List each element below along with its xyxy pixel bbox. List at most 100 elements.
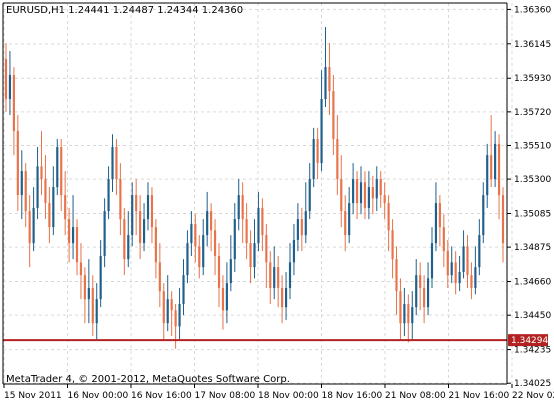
candle-body: [182, 275, 185, 304]
candle: [127, 211, 130, 268]
candle: [300, 207, 303, 252]
candle: [442, 214, 445, 268]
candle-body: [450, 262, 453, 276]
candle: [131, 182, 134, 247]
candle-body: [328, 67, 331, 92]
candle-body: [28, 211, 31, 244]
candle-body: [245, 219, 248, 244]
candle-body: [198, 246, 201, 268]
candle-body: [186, 243, 189, 276]
candle-body: [312, 139, 315, 180]
candle: [367, 171, 370, 220]
candle-body: [340, 179, 343, 212]
candle-body: [344, 211, 347, 236]
candle-body: [399, 291, 402, 324]
candle: [288, 243, 292, 300]
candle-body: [387, 203, 390, 231]
candle: [198, 235, 201, 279]
candle: [4, 43, 8, 112]
candle-body: [139, 211, 142, 244]
y-tick-label: 1.35720: [514, 108, 551, 118]
candle: [395, 246, 398, 316]
candle-body: [486, 155, 489, 196]
candle: [501, 187, 505, 263]
candle: [95, 283, 98, 340]
candle: [111, 134, 114, 192]
level-price-tag: [508, 334, 548, 347]
candle: [320, 70, 323, 172]
candle: [56, 139, 59, 196]
candle-body: [383, 195, 386, 204]
candle: [438, 195, 441, 247]
candle-body: [273, 267, 276, 288]
candle: [36, 147, 39, 220]
candle: [48, 187, 51, 244]
level-price-label: 1.34294: [511, 336, 548, 346]
candle: [462, 230, 465, 279]
candle: [52, 166, 55, 236]
candle: [178, 287, 181, 340]
candle-body: [320, 99, 323, 164]
candle-body: [367, 187, 370, 208]
candle: [142, 203, 146, 252]
candle-body: [127, 235, 130, 260]
candle-body: [419, 275, 422, 288]
candle-body: [426, 278, 430, 308]
candle: [170, 291, 173, 336]
candle-body: [40, 166, 43, 180]
candle: [107, 166, 110, 220]
candle-body: [352, 179, 355, 204]
candle: [28, 195, 31, 268]
candle: [194, 214, 197, 263]
candle: [292, 223, 296, 276]
candle: [202, 219, 205, 276]
candle-body: [12, 75, 15, 132]
candle-body: [482, 195, 485, 236]
candle-body: [261, 207, 264, 236]
candle-body: [296, 219, 299, 240]
copyright-label: MetaTrader 4, © 2001-2012, MetaQuotes So…: [6, 374, 290, 385]
candle-body: [115, 147, 118, 180]
candle-body: [158, 262, 161, 292]
x-tick-label: 22 Nov 02:00: [512, 391, 554, 401]
candle-body: [288, 262, 292, 288]
candle: [446, 239, 449, 288]
candle-body: [454, 262, 457, 284]
candle-body: [123, 219, 126, 260]
candle: [497, 134, 501, 220]
candle: [71, 195, 75, 260]
candle: [328, 43, 331, 116]
candle: [458, 255, 461, 292]
horizontal-level[interactable]: 1.34294: [3, 334, 548, 347]
candle-body: [494, 143, 497, 180]
candle: [75, 219, 79, 276]
candle: [217, 243, 221, 308]
candle: [355, 171, 359, 220]
candle-body: [111, 147, 114, 180]
candle-body: [411, 307, 414, 324]
candle: [186, 230, 189, 284]
candle-body: [68, 219, 71, 244]
candle-body: [32, 207, 35, 244]
candle: [210, 203, 213, 252]
candle-body: [48, 203, 51, 228]
candle-body: [359, 182, 363, 204]
y-tick-label: 1.36360: [514, 5, 551, 15]
candle: [284, 271, 288, 320]
candle-body: [194, 223, 197, 247]
candle: [87, 259, 90, 324]
candle: [277, 255, 280, 308]
candle-body: [71, 227, 75, 244]
candle: [249, 230, 252, 284]
candle: [316, 127, 319, 180]
candle: [245, 203, 248, 260]
candle: [363, 171, 367, 220]
candle-body: [166, 299, 169, 324]
x-tick-label: 18 Nov 00:00: [258, 391, 319, 401]
candle: [162, 283, 165, 340]
candle: [233, 203, 236, 272]
candle-body: [103, 211, 106, 256]
candle-body: [430, 243, 434, 279]
